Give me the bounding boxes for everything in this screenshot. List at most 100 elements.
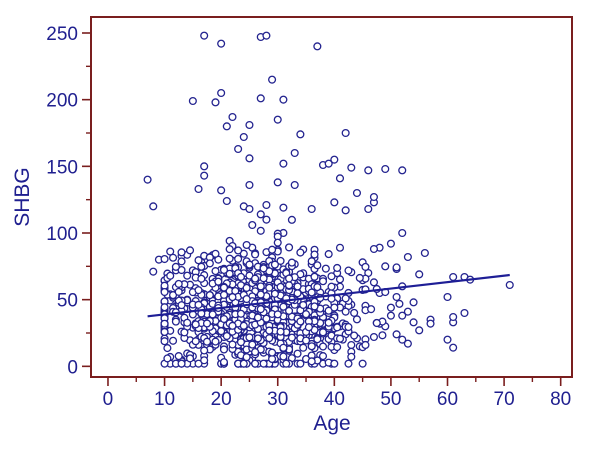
- data-point: [310, 272, 319, 281]
- data-point: [253, 313, 262, 322]
- data-point: [296, 248, 305, 257]
- data-point: [307, 357, 316, 366]
- data-point: [403, 307, 412, 316]
- y-tick-label: 200: [46, 91, 78, 112]
- data-point: [228, 340, 237, 349]
- data-point: [341, 206, 350, 215]
- data-point: [242, 283, 251, 292]
- data-point: [386, 311, 395, 320]
- data-point: [304, 323, 313, 332]
- data-point: [180, 328, 189, 337]
- y-tick-label: 150: [46, 157, 78, 178]
- data-point: [236, 309, 246, 318]
- data-point: [219, 283, 229, 292]
- data-point: [327, 282, 336, 291]
- data-point: [200, 162, 209, 171]
- data-point: [460, 308, 469, 318]
- data-point: [160, 327, 169, 337]
- data-point: [256, 226, 265, 235]
- x-tick-labels: 0 10 20 30 40 50 60 70 80: [103, 389, 572, 410]
- data-point: [333, 323, 342, 332]
- data-point: [270, 260, 279, 269]
- data-point: [217, 327, 226, 336]
- data-point: [214, 277, 223, 286]
- data-point: [219, 345, 229, 354]
- data-point: [392, 330, 401, 339]
- data-point: [202, 337, 212, 346]
- data-point: [273, 115, 282, 124]
- data-point: [259, 264, 268, 273]
- data-point: [200, 356, 209, 365]
- data-point: [395, 299, 404, 308]
- data-point: [276, 327, 285, 336]
- data-point: [219, 358, 229, 367]
- data-point: [369, 244, 378, 254]
- data-point: [177, 248, 186, 257]
- data-point: [301, 336, 311, 345]
- data-point: [211, 98, 220, 107]
- data-point: [279, 343, 288, 352]
- data-point: [324, 159, 333, 168]
- data-point: [262, 215, 271, 224]
- x-tick-label: 40: [324, 389, 345, 410]
- data-point: [330, 155, 339, 164]
- x-tick-label: 10: [154, 389, 175, 410]
- y-tick-label: 250: [46, 24, 78, 45]
- data-point: [505, 280, 514, 290]
- data-point: [200, 31, 209, 40]
- data-point: [398, 166, 407, 175]
- data-point: [307, 257, 316, 266]
- data-point: [276, 256, 285, 265]
- data-point: [200, 171, 209, 180]
- data-point: [149, 267, 158, 276]
- data-point: [273, 178, 282, 187]
- data-point: [222, 331, 231, 341]
- data-point: [310, 250, 319, 259]
- data-point: [372, 318, 381, 328]
- data-point: [443, 335, 452, 344]
- data-point: [242, 240, 251, 250]
- data-point: [449, 312, 458, 322]
- data-point: [364, 204, 373, 214]
- data-point: [183, 271, 192, 280]
- data-point: [242, 294, 251, 304]
- data-point: [327, 272, 336, 281]
- data-point: [285, 281, 294, 290]
- data-point: [361, 340, 370, 350]
- data-point: [194, 300, 203, 309]
- data-point: [205, 291, 214, 300]
- data-point: [318, 342, 328, 351]
- data-point: [301, 310, 311, 319]
- data-point: [228, 293, 237, 302]
- data-point: [228, 112, 237, 122]
- data-point: [313, 42, 322, 51]
- data-point: [253, 334, 262, 343]
- data-point: [449, 343, 458, 352]
- data-point: [330, 198, 339, 207]
- data-point: [268, 348, 277, 357]
- data-point: [256, 305, 265, 314]
- data-point: [270, 289, 279, 298]
- data-point: [225, 245, 234, 254]
- regression-line: [147, 273, 510, 318]
- data-point: [285, 306, 294, 315]
- data-point: [185, 246, 195, 255]
- data-point: [160, 254, 169, 264]
- data-point: [143, 175, 152, 184]
- data-point: [361, 262, 370, 271]
- data-point: [191, 337, 200, 346]
- data-point: [381, 262, 390, 271]
- data-point: [197, 274, 206, 283]
- data-point: [341, 307, 350, 316]
- data-point: [358, 359, 367, 368]
- data-point: [211, 337, 220, 346]
- data-point: [341, 294, 350, 303]
- data-point: [296, 130, 305, 139]
- data-point: [259, 274, 268, 283]
- data-point: [409, 318, 418, 327]
- data-point: [279, 203, 288, 212]
- data-point: [299, 343, 308, 352]
- data-points: [143, 31, 514, 368]
- data-point: [287, 215, 296, 224]
